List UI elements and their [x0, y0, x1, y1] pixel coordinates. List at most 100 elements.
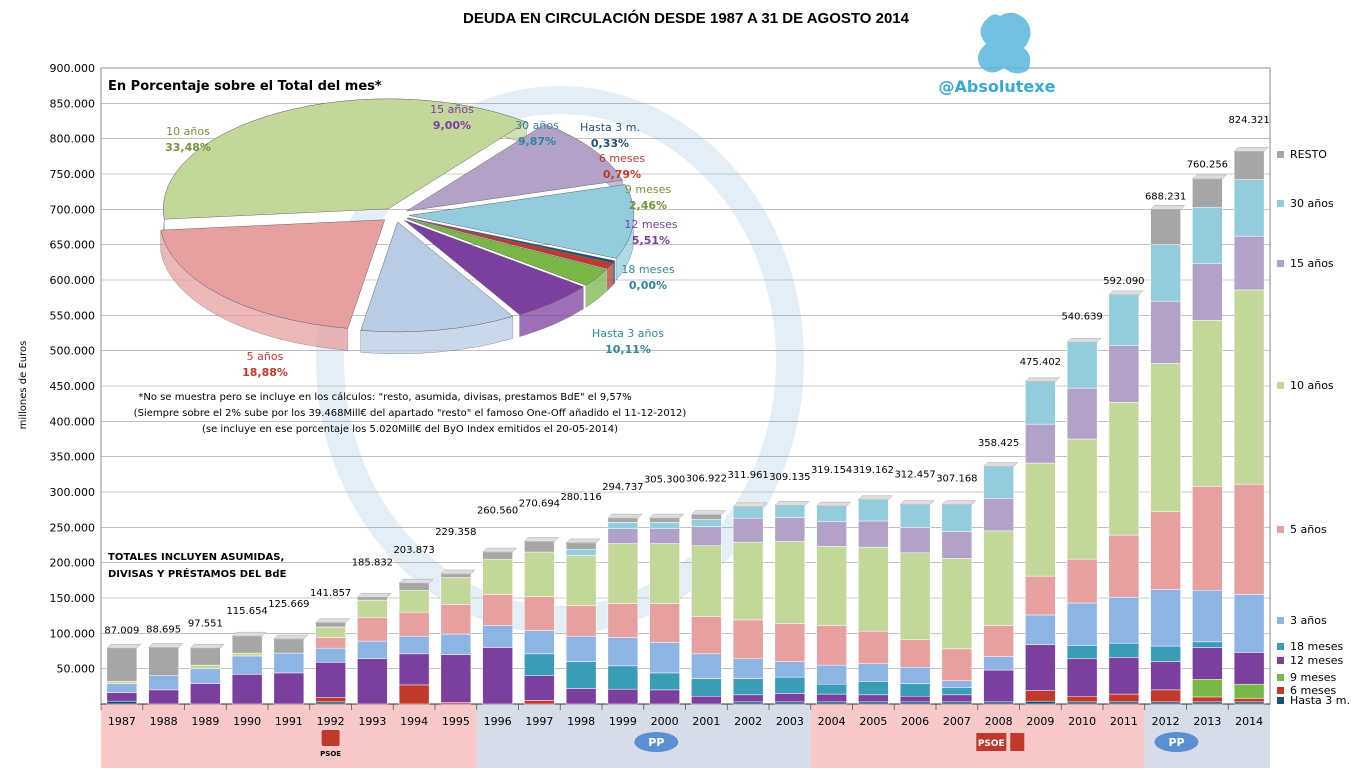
bar-segment [607, 522, 639, 529]
total-label: 319.162 [853, 465, 894, 476]
pie-note: (Siempre sobre el 2% sube por los 39.468… [134, 408, 687, 419]
bar-segment [190, 668, 221, 684]
bar-segment [607, 603, 639, 638]
bar-segment [148, 675, 179, 691]
total-label: 688.231 [1145, 191, 1186, 202]
y-tick-label: 400.000 [50, 415, 96, 428]
bar-segment [774, 541, 806, 624]
bar-segment [565, 555, 597, 607]
bar-segment [1066, 438, 1098, 560]
y-tick-label: 300.000 [50, 486, 96, 499]
bar-segment [774, 693, 806, 703]
legend-label: Hasta 3 m. [1290, 694, 1350, 707]
bar-top [440, 569, 476, 575]
total-label: 260.560 [477, 506, 518, 517]
pie-slice-value: 33,48% [165, 141, 211, 154]
bar-top [1150, 205, 1186, 210]
pie-slice-name: 12 meses [624, 218, 677, 231]
total-label: 319.154 [811, 465, 852, 476]
bar-segment [106, 681, 138, 684]
bar-top [816, 501, 852, 507]
bar-segment [482, 558, 513, 595]
x-tick-label: 2004 [818, 715, 846, 728]
bar-segment [148, 647, 179, 676]
bar-segment [1192, 486, 1223, 591]
bar-segment [816, 505, 847, 522]
bar-segment [1025, 700, 1056, 705]
bar-segment [315, 697, 346, 703]
x-tick-label: 1990 [233, 715, 261, 728]
bar-segment [1108, 642, 1140, 658]
bar-top [774, 501, 810, 506]
bar-segment [524, 596, 555, 631]
bar-segment [941, 558, 973, 650]
bar-segment [691, 616, 722, 655]
pie-slice [406, 123, 623, 212]
bar-segment [1150, 300, 1181, 364]
bar-segment [732, 541, 764, 621]
pie-note: *No se muestra pero se incluye en los cá… [138, 391, 631, 403]
totals-note: TOTALES INCLUYEN ASUMIDAS, [108, 552, 284, 563]
bar-segment [231, 655, 263, 675]
bar-top [356, 593, 392, 598]
bar-segment [565, 635, 597, 662]
bar-segment [983, 656, 1014, 671]
totals-note: DIVISAS Y PRÉSTAMOS DEL BdE [108, 567, 287, 580]
bar-segment [231, 674, 263, 705]
bar-segment [398, 611, 430, 637]
bar-segment [398, 653, 430, 686]
bar-segment [899, 667, 931, 684]
x-tick-label: 2010 [1068, 715, 1096, 728]
pie-slice [360, 221, 514, 333]
bar-segment [565, 542, 597, 550]
bar-segment [816, 701, 847, 705]
bar-top [1191, 174, 1227, 180]
bar-top [523, 537, 559, 542]
bar-segment [524, 630, 555, 655]
x-tick-label: 1992 [317, 715, 345, 728]
bar-segment [1192, 679, 1223, 698]
bar-segment [1025, 462, 1056, 577]
y-tick-label: 50.000 [57, 663, 96, 676]
x-tick-label: 2002 [734, 715, 762, 728]
bar-top [1233, 147, 1269, 152]
bar-segment [106, 683, 138, 693]
psoe-logo-icon: PSOE [978, 739, 1005, 749]
y-tick-label: 850.000 [50, 97, 96, 110]
x-tick-label: 2005 [859, 715, 887, 728]
legend-swatch [1277, 657, 1284, 664]
pp-logo-icon [634, 732, 679, 752]
bar-segment [732, 517, 764, 543]
pie-slice-name: 15 años [430, 103, 474, 116]
bar-segment [398, 635, 430, 655]
x-tick-label: 1997 [525, 715, 553, 728]
bar-top [649, 513, 685, 519]
bar-segment [941, 531, 973, 559]
bar-segment [1025, 575, 1056, 616]
bar-segment [1066, 701, 1098, 705]
bar-segment [941, 694, 973, 703]
legend-swatch [1277, 382, 1284, 389]
bar-segment [1233, 701, 1265, 705]
pie-slice-name: 5 años [247, 350, 284, 363]
bar-segment [524, 551, 555, 597]
bar-segment [482, 594, 513, 626]
pie-slice [160, 219, 386, 329]
bar-segment [941, 504, 973, 532]
pie-slice-name: 30 años [515, 119, 559, 132]
total-label: 229.358 [435, 527, 476, 538]
bar-segment [231, 652, 263, 657]
bar-segment [983, 498, 1014, 532]
legend-swatch [1277, 200, 1284, 207]
bar-segment [315, 622, 346, 628]
bar-segment [732, 678, 764, 696]
bar-segment [732, 701, 764, 705]
pie-slice-value: 0,33% [591, 137, 629, 150]
x-tick-label: 1987 [108, 715, 136, 728]
bar-top [1108, 290, 1144, 296]
bar-segment [1150, 589, 1181, 647]
bar-segment [1150, 645, 1181, 662]
x-tick-label: 1994 [400, 715, 428, 728]
bar-segment [1108, 597, 1140, 644]
bar-segment [565, 605, 597, 637]
